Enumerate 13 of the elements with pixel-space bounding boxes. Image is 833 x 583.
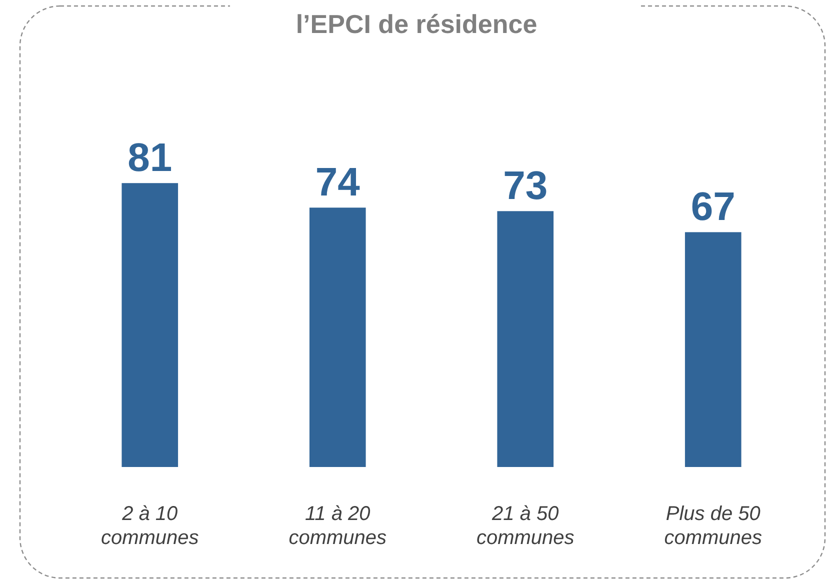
x-tick-label: 21 à 50 communes	[476, 503, 574, 549]
x-tick-label: 11 à 20 communes	[288, 503, 387, 549]
data-label: 73	[503, 164, 548, 208]
x-tick-label: Plus de 50 communes	[664, 503, 762, 549]
x-tick-label: 2 à 10 communes	[100, 503, 199, 549]
data-label: 67	[690, 185, 736, 230]
data-label: 81	[128, 136, 172, 180]
bar	[309, 208, 366, 467]
bar	[122, 183, 178, 467]
bar	[684, 232, 742, 467]
chart-title: l’EPCI de résidence	[296, 9, 538, 39]
bar	[497, 211, 554, 467]
data-label: 74	[315, 160, 361, 205]
